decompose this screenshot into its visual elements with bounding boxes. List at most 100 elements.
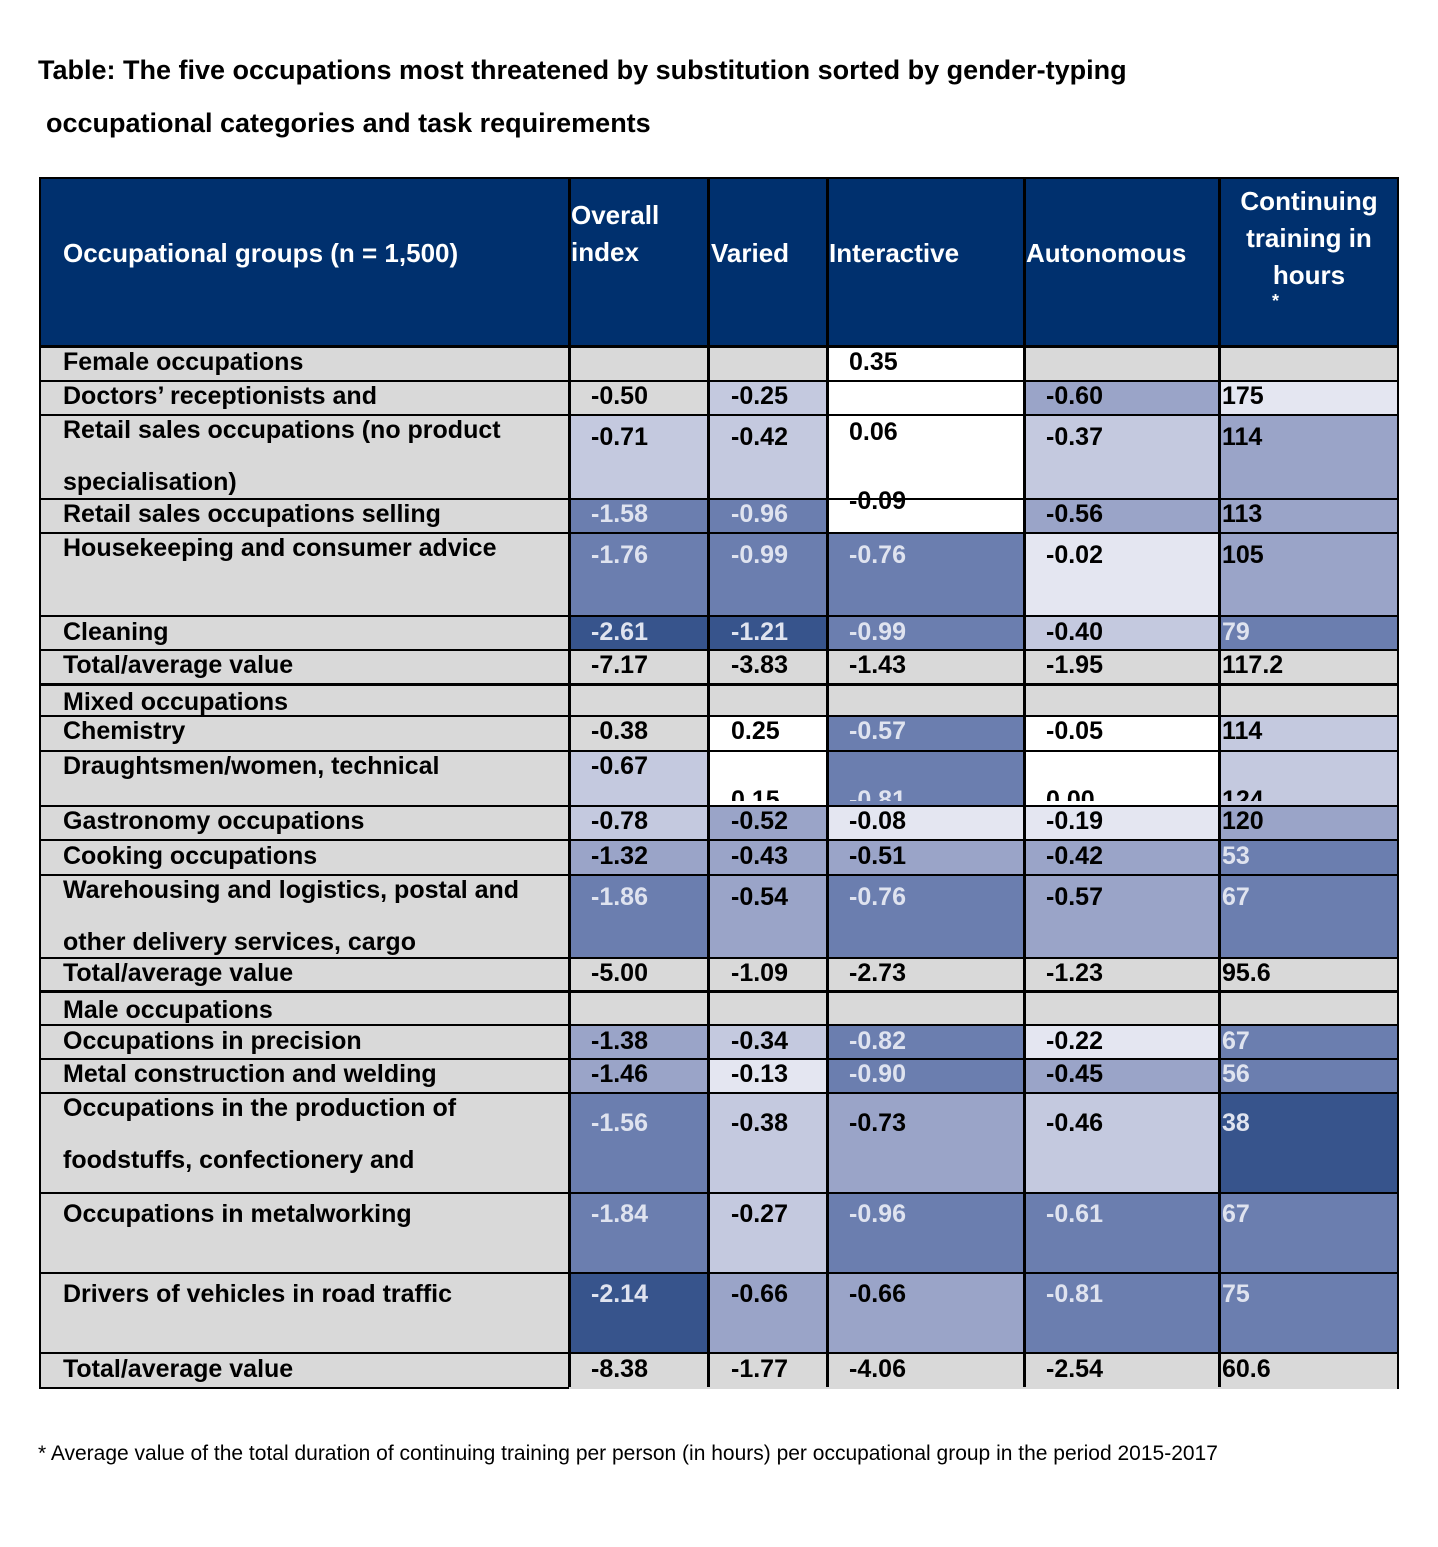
cell-training-foodstuffs: 38: [1222, 1109, 1250, 1137]
header-training-asterisk: *: [1272, 291, 1280, 311]
value-cell: [708, 715, 827, 750]
value-cell: [1219, 1352, 1397, 1389]
value-cell: [708, 750, 827, 805]
table-title-line-1: Table: The five occupations most threate…: [38, 55, 1127, 85]
cell-overall-total_female: -7.17: [591, 651, 648, 679]
cell-training-warehousing: 67: [1222, 883, 1250, 911]
value-cell: [827, 1024, 1024, 1058]
value-cell: [1024, 347, 1219, 380]
row-divider: [41, 1024, 1397, 1026]
cell-overall-housekeeping: -1.76: [591, 541, 648, 569]
row-label-cleaning: Cleaning: [63, 618, 169, 646]
cell-overall-total_male: -8.38: [591, 1355, 648, 1383]
cell-autonomous-doctors: -0.60: [1046, 382, 1103, 410]
cell-overall-foodstuffs: -1.56: [591, 1109, 648, 1137]
cell-autonomous-metalworking: -0.61: [1046, 1200, 1103, 1228]
value-cell: [1219, 380, 1397, 414]
row-divider: [41, 683, 1397, 686]
row-divider: [41, 380, 1397, 382]
value-cell: [1024, 498, 1219, 532]
cell-interactive-total_male: -4.06: [849, 1355, 906, 1383]
value-cell: [827, 649, 1024, 683]
cell-autonomous-chemistry: -0.05: [1046, 717, 1103, 745]
cell-autonomous-drivers: -0.81: [1046, 1280, 1103, 1308]
column-divider: [826, 179, 829, 1387]
value-cell: [708, 347, 827, 380]
cell-training-total_male: 60.6: [1222, 1355, 1271, 1383]
cell-overall-warehousing: -1.86: [591, 883, 648, 911]
cell-interactive-housekeeping: -0.76: [849, 541, 906, 569]
value-cell: [1024, 615, 1219, 649]
value-cell: [1219, 683, 1397, 715]
value-cell: [1024, 1058, 1219, 1092]
row-label-metalcon: Metal construction and welding: [63, 1060, 437, 1088]
header-autonomous: Autonomous: [1026, 238, 1187, 268]
cell-varied-precision: -0.34: [731, 1027, 788, 1055]
cell-training-cooking: 53: [1222, 842, 1250, 870]
value-cell: [1219, 347, 1397, 380]
cell-autonomous-metalcon: -0.45: [1046, 1060, 1103, 1088]
value-cell: [1024, 1352, 1219, 1389]
cell-autonomous-gastronomy: -0.19: [1046, 807, 1103, 835]
row-label-chemistry: Chemistry: [63, 717, 186, 745]
row-label-foodstuffs: Occupations in the production of foodstu…: [63, 1094, 457, 1174]
value-cell: [1024, 414, 1219, 498]
value-cell: [708, 1058, 827, 1092]
cell-training-total_mixed: 95.6: [1222, 959, 1271, 987]
cell-interactive-retail_noprod: 0.06: [849, 418, 898, 446]
value-cell: [708, 380, 827, 414]
value-cell: [569, 380, 708, 414]
section-mixed-occupations: Mixed occupations: [63, 688, 289, 716]
value-cell: [1024, 839, 1219, 874]
table-title-line-2: occupational categories and task require…: [46, 108, 651, 138]
value-cell: [708, 532, 827, 615]
value-cell: [1024, 649, 1219, 683]
cell-varied-chemistry: 0.25: [731, 717, 780, 745]
cell-interactive-retail_selling: -0.09: [849, 487, 906, 515]
value-cell: [708, 874, 827, 957]
cell-training-metalcon: 56: [1222, 1060, 1250, 1088]
cell-training-housekeeping: 105: [1222, 541, 1264, 569]
cell-interactive-gastronomy: -0.08: [849, 807, 906, 835]
cell-autonomous-total_male: -2.54: [1046, 1355, 1103, 1383]
cell-interactive-cooking: -0.51: [849, 842, 906, 870]
cell-training-cleaning: 79: [1222, 618, 1250, 646]
value-cell: [1219, 1272, 1397, 1352]
value-cell: [827, 805, 1024, 839]
row-divider: [41, 345, 1397, 348]
cell-training-metalworking: 67: [1222, 1200, 1250, 1228]
cell-overall-cleaning: -2.61: [591, 618, 648, 646]
cell-varied-doctors: -0.25: [731, 382, 788, 410]
value-cell: [827, 874, 1024, 957]
row-label-drivers: Drivers of vehicles in road traffic: [63, 1280, 453, 1308]
value-cell: [1024, 1024, 1219, 1058]
value-cell: [708, 805, 827, 839]
value-cell: [1219, 715, 1397, 750]
cell-varied-drivers: -0.66: [731, 1280, 788, 1308]
header-interactive: Interactive: [829, 238, 960, 268]
cell-autonomous-retail_noprod: -0.37: [1046, 423, 1103, 451]
value-cell: [1024, 683, 1219, 715]
row-label-precision: Occupations in precision: [63, 1027, 362, 1055]
cell-overall-gastronomy: -0.78: [591, 807, 648, 835]
value-cell: [827, 839, 1024, 874]
cell-interactive-drivers: -0.66: [849, 1280, 906, 1308]
cell-autonomous-cooking: -0.42: [1046, 842, 1103, 870]
occupations-table: Occupational groups (n = 1,500) Overall i…: [39, 177, 1399, 1389]
value-cell: [1219, 839, 1397, 874]
row-divider: [41, 715, 1397, 717]
cell-interactive-total_female: -1.43: [849, 651, 906, 679]
cell-varied-foodstuffs: -0.38: [731, 1109, 788, 1137]
cell-overall-retail_noprod: -0.71: [591, 423, 648, 451]
value-cell: [1219, 1058, 1397, 1092]
cell-interactive-metalcon: -0.90: [849, 1060, 906, 1088]
row-label-total_male: Total/average value: [63, 1355, 294, 1383]
cell-overall-draughts: -0.67: [591, 752, 648, 780]
row-divider: [41, 957, 1397, 959]
value-cell: [708, 615, 827, 649]
cell-autonomous-retail_selling: -0.56: [1046, 500, 1103, 528]
value-cell: [1024, 1192, 1219, 1272]
cell-training-precision: 67: [1222, 1027, 1250, 1055]
column-divider: [568, 179, 571, 1387]
value-cell: [569, 1352, 708, 1389]
